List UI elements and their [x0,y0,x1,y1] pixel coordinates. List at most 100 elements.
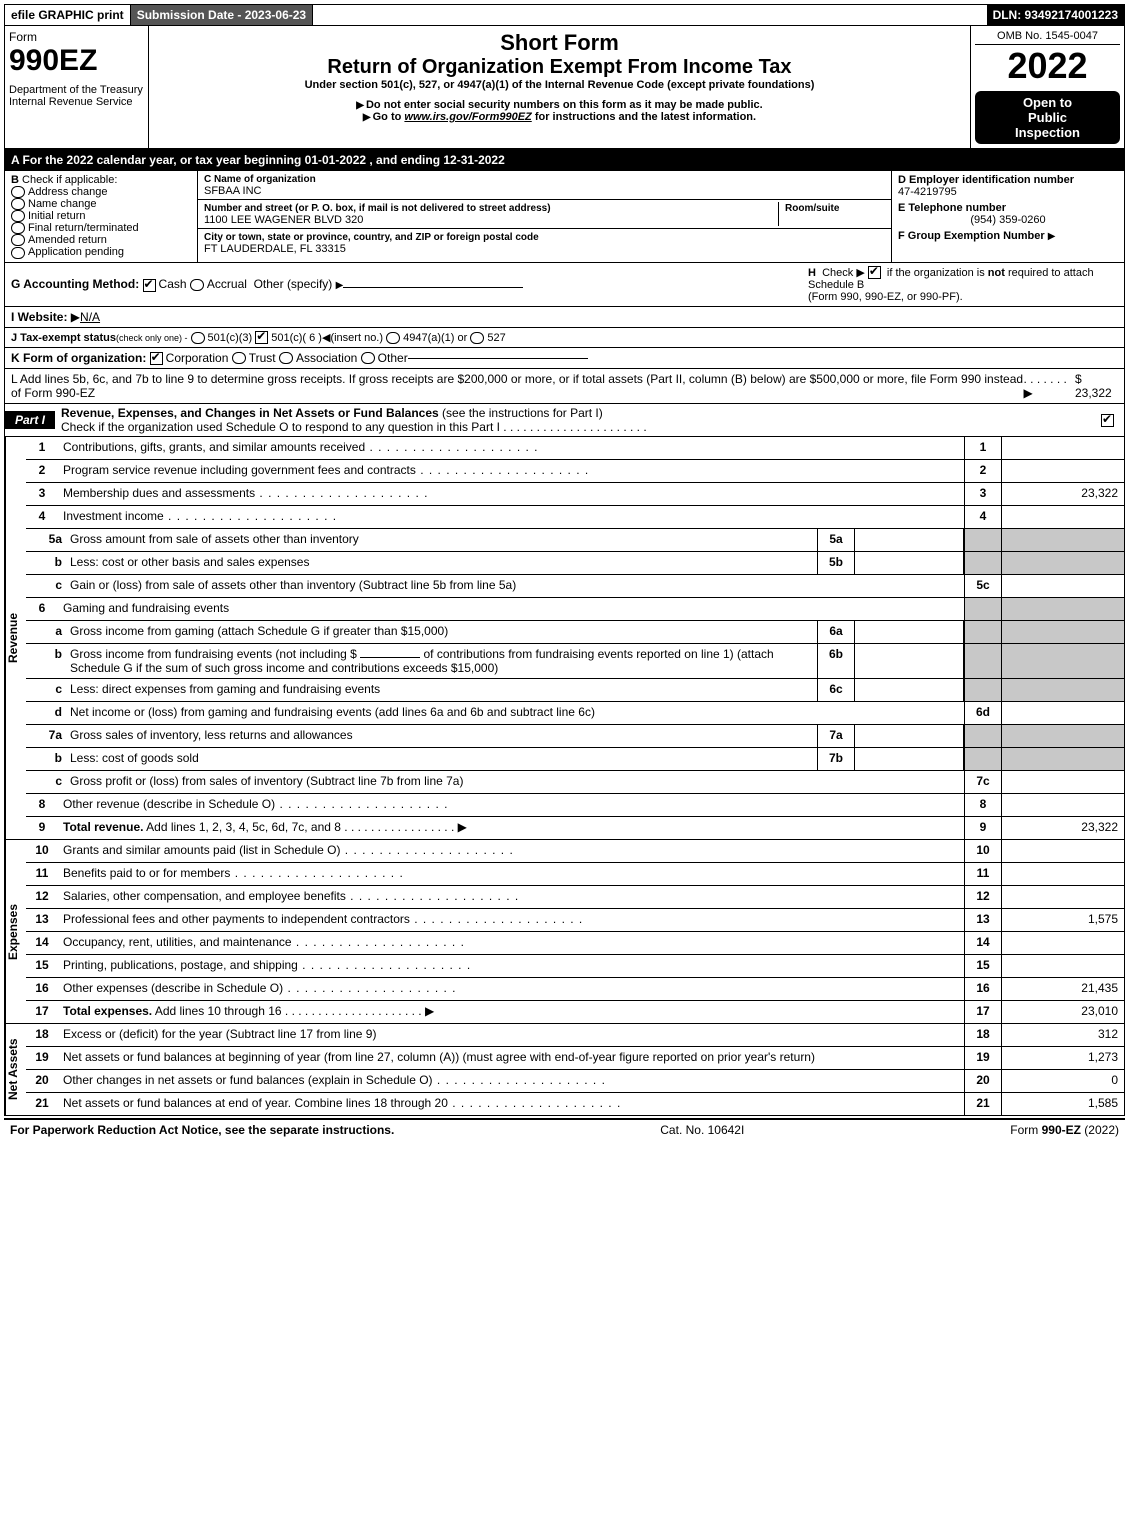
section-def: D Employer identification number 47-4219… [892,171,1124,262]
line-6c-rv [1001,679,1124,701]
line-21-num: 21 [26,1093,59,1115]
footer-right-post: (2022) [1081,1123,1119,1137]
line-5c-desc: Gain or (loss) from sale of assets other… [66,575,964,597]
line-15-desc: Printing, publications, postage, and shi… [59,955,964,977]
line-21-desc: Net assets or fund balances at end of ye… [59,1093,964,1115]
line-20-desc: Other changes in net assets or fund bala… [59,1070,964,1092]
line-1-num: 1 [26,437,59,459]
line-18-rn: 18 [964,1024,1001,1046]
line-5a-rv [1001,529,1124,551]
g-label: G Accounting Method: [11,277,139,291]
form-word: Form [9,30,144,44]
line-18-rv: 312 [1001,1024,1124,1046]
line-13-rv: 1,575 [1001,909,1124,931]
checkbox-527[interactable] [470,332,484,344]
line-7a-rv [1001,725,1124,747]
revenue-grid: Revenue 1Contributions, gifts, grants, a… [4,437,1125,840]
j-ins: (insert no.) [330,332,383,344]
checkbox-cash[interactable] [143,279,156,292]
checkbox-address-change[interactable] [11,186,25,198]
form-header: Form 990EZ Department of the Treasury In… [4,26,1125,149]
line-8-rv [1001,794,1124,816]
k-label: K Form of organization: [11,351,146,365]
checkbox-501c3[interactable] [191,332,205,344]
line-7b-rn [964,748,1001,770]
checkbox-trust[interactable] [232,352,246,364]
line-18-num: 18 [26,1024,59,1046]
other-org-input[interactable] [408,358,588,359]
d-label: D Employer identification number [898,174,1118,186]
line-13-num: 13 [26,909,59,931]
checkbox-assoc[interactable] [279,352,293,364]
open-line-1: Open to [979,95,1116,110]
i-label: I Website: [11,310,67,324]
checkbox-4947[interactable] [386,332,400,344]
section-g-h: G Accounting Method: Cash Accrual Other … [4,263,1125,308]
line-6c-desc: Less: direct expenses from gaming and fu… [66,679,817,701]
line-14-desc: Occupancy, rent, utilities, and maintena… [59,932,964,954]
checkbox-accrual[interactable] [190,279,204,291]
l-text: L Add lines 5b, 6c, and 7b to line 9 to … [11,372,1023,400]
line-5c-rv [1001,575,1124,597]
line-15-rv [1001,955,1124,977]
page-footer: For Paperwork Reduction Act Notice, see … [4,1118,1125,1140]
line-6-num: 6 [26,598,59,620]
line-16-rn: 16 [964,978,1001,1000]
checkbox-501c[interactable] [255,331,268,344]
org-street: 1100 LEE WAGENER BLVD 320 [204,214,363,226]
h-text1: Check [822,267,853,279]
checkbox-schedule-b[interactable] [868,266,881,279]
line-5a-rn [964,529,1001,551]
checkbox-final[interactable] [11,222,25,234]
line-7a-sv [855,725,964,747]
line-6b-input[interactable] [360,657,420,658]
checkbox-corp[interactable] [150,352,163,365]
opt-address: Address change [28,186,108,198]
opt-amended: Amended return [28,234,107,246]
h-label: H [808,267,816,279]
opt-name: Name change [28,198,97,210]
irs-link[interactable]: www.irs.gov/Form990EZ [404,111,531,123]
j-o2: 501(c)( 6 ) [271,332,322,344]
footer-right-bold: 990-EZ [1042,1123,1081,1137]
checkbox-amended[interactable] [11,234,25,246]
footer-left: For Paperwork Reduction Act Notice, see … [10,1123,394,1137]
line-21-rn: 21 [964,1093,1001,1115]
line-6a-desc: Gross income from gaming (attach Schedul… [66,621,817,643]
ein: 47-4219795 [898,186,1118,198]
line-5b-sv [855,552,964,574]
line-9-rv: 23,322 [1001,817,1124,839]
line-16-desc: Other expenses (describe in Schedule O) [59,978,964,1000]
checkbox-schedule-o[interactable] [1101,414,1114,427]
open-line-2: Public [979,110,1116,125]
line-1-desc: Contributions, gifts, grants, and simila… [59,437,964,459]
arrow-icon [1048,230,1056,242]
other-input[interactable] [343,287,523,288]
checkbox-other-org[interactable] [361,352,375,364]
opt-pending: Application pending [28,246,124,258]
footer-right: Form 990-EZ (2022) [1010,1123,1119,1137]
part-1-header: Part I Revenue, Expenses, and Changes in… [4,404,1125,437]
sub-title-2: Do not enter social security numbers on … [153,99,966,111]
line-6b-rn [964,644,1001,678]
checkbox-pending[interactable] [11,247,25,259]
checkbox-name-change[interactable] [11,198,25,210]
line-8-num: 8 [26,794,59,816]
line-5c-num: c [26,575,66,597]
line-6b-desc: Gross income from fundraising events (no… [66,644,817,678]
line-7b-rv [1001,748,1124,770]
line-6c-rn [964,679,1001,701]
tax-year: 2022 [975,45,1120,87]
section-b: B Check if applicable: Address change Na… [5,171,198,262]
c-name-label: C Name of organization [204,174,316,185]
line-10-rv [1001,840,1124,862]
j-o3: 4947(a)(1) or [403,332,467,344]
netassets-grid: Net Assets 18Excess or (deficit) for the… [4,1024,1125,1116]
line-12-rn: 12 [964,886,1001,908]
line-6b-sv [855,644,964,678]
checkbox-initial[interactable] [11,210,25,222]
line-6d-desc: Net income or (loss) from gaming and fun… [66,702,964,724]
line-7b-desc: Less: cost of goods sold [66,748,817,770]
line-6a-sn: 6a [817,621,855,643]
line-5a-sn: 5a [817,529,855,551]
